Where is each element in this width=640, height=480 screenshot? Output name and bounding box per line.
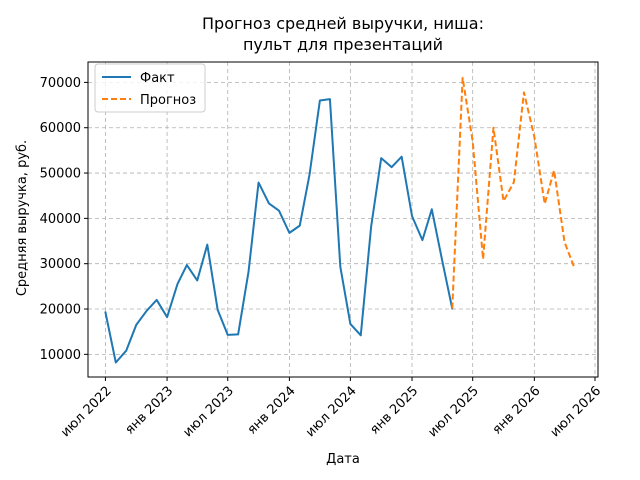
x-axis-label: Дата [326,452,360,467]
x-tick-label: июл 2024 [303,384,360,441]
y-tick-label: 70000 [40,76,81,91]
y-tick-label: 30000 [40,257,81,272]
y-axis-ticks: 10000 20000 30000 40000 50000 60000 70000 [40,76,88,363]
x-tick-label: янв 2024 [245,384,299,438]
series-line-fact [104,98,454,364]
x-tick-label: июл 2023 [180,384,237,441]
y-tick-label: 40000 [40,212,81,227]
legend-label-forecast: Прогноз [140,93,196,108]
x-axis-ticks: июл 2022 янв 2023 июл 2023 янв 2024 июл 2024… [58,377,604,440]
chart-title-line-2: пульт для презентаций [243,35,443,54]
plot-area-frame [87,61,599,378]
y-tick-label: 50000 [40,167,81,182]
chart-title-line-1: Прогноз средней выручки, ниша: [202,14,484,33]
y-tick-label: 10000 [40,348,81,363]
x-tick-label: июл 2026 [548,384,605,441]
x-tick-label: июл 2022 [58,384,115,441]
legend: Факт Прогноз [94,63,206,113]
y-axis-label: Средняя выручка, руб. [15,140,30,296]
y-tick-label: 60000 [40,121,81,136]
legend-label-fact: Факт [140,71,175,86]
x-tick-label: янв 2026 [490,384,544,438]
x-tick-label: янв 2025 [367,384,421,438]
y-tick-label: 20000 [40,303,81,318]
series-line-forecast [451,76,576,309]
x-tick-label: янв 2023 [122,384,176,438]
series-layer [104,76,576,364]
x-tick-label: июл 2025 [425,384,482,441]
